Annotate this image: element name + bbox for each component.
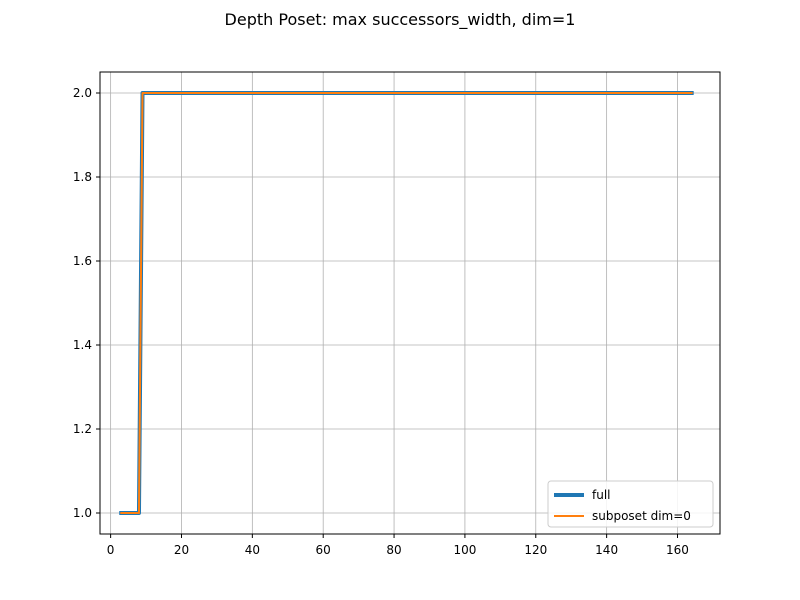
x-tick-label: 0 bbox=[107, 543, 115, 557]
y-tick-label: 1.8 bbox=[73, 170, 92, 184]
chart-title: Depth Poset: max successors_width, dim=1 bbox=[225, 10, 576, 30]
y-tick-label: 1.2 bbox=[73, 422, 92, 436]
x-tick-label: 60 bbox=[316, 543, 331, 557]
y-tick-label: 1.4 bbox=[73, 338, 92, 352]
series-line-subposet bbox=[120, 92, 693, 514]
legend: full subposet dim=0 bbox=[547, 480, 714, 528]
legend-box bbox=[547, 480, 714, 528]
y-tick-label: 1.6 bbox=[73, 254, 92, 268]
x-tick-label: 140 bbox=[595, 543, 618, 557]
series-layer bbox=[119, 91, 694, 515]
x-tick-label: 160 bbox=[666, 543, 689, 557]
axis-ticks: 0 20 40 60 80 100 120 140 160 1.0 1.2 1.4 1.6 1.8 2.0 bbox=[73, 86, 689, 557]
legend-label: full bbox=[592, 488, 611, 502]
x-tick-label: 80 bbox=[386, 543, 401, 557]
y-tick-label: 1.0 bbox=[73, 506, 92, 520]
x-tick-label: 100 bbox=[453, 543, 476, 557]
legend-label: subposet dim=0 bbox=[592, 509, 691, 523]
plot-frame bbox=[99, 71, 721, 535]
x-tick-label: 20 bbox=[174, 543, 189, 557]
y-tick-label: 2.0 bbox=[73, 86, 92, 100]
x-tick-label: 120 bbox=[524, 543, 547, 557]
x-tick-label: 40 bbox=[245, 543, 260, 557]
